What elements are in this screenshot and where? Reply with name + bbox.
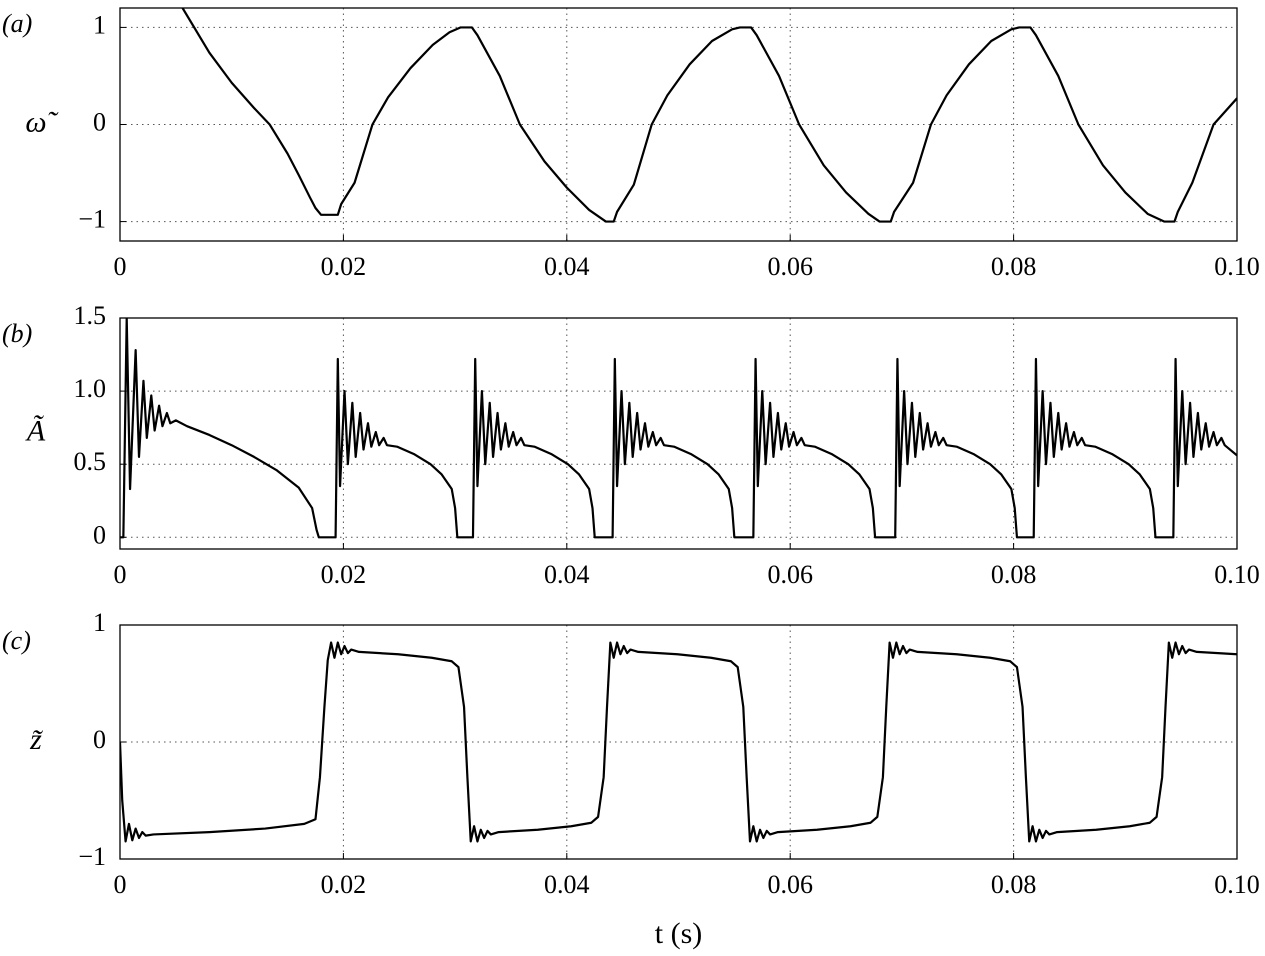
y-axis-label: ω̃ (25, 105, 58, 138)
y-tick-label: 1.0 (74, 374, 107, 403)
y-tick-label: 0 (93, 520, 106, 549)
x-tick-label: 0.04 (544, 252, 590, 281)
x-tick-label: 0.06 (767, 560, 813, 589)
x-tick-label: 0.04 (544, 870, 590, 899)
x-tick-label: 0.10 (1214, 252, 1260, 281)
y-tick-label: 0 (93, 107, 106, 136)
panel-label: (b) (2, 319, 32, 348)
data-line (120, 318, 1237, 539)
x-tick-label: 0.10 (1214, 560, 1260, 589)
x-tick-label: 0 (114, 560, 127, 589)
y-tick-label: 0 (93, 725, 106, 754)
y-axis-label: z̃ (29, 723, 43, 756)
x-tick-label: 0 (114, 252, 127, 281)
plot-frame (119, 7, 1238, 242)
x-tick-label: 0.02 (321, 870, 367, 899)
x-tick-label: 0.04 (544, 560, 590, 589)
x-tick-label: 0.02 (321, 560, 367, 589)
y-tick-label: 1 (93, 608, 106, 637)
data-line (120, 641, 1237, 843)
y-axis-label: Ã (25, 414, 46, 447)
x-tick-label: 0.06 (767, 870, 813, 899)
y-tick-label: −1 (78, 842, 106, 871)
data-line (181, 8, 1237, 223)
plot-frame (119, 624, 1238, 860)
x-tick-label: 0.08 (991, 870, 1037, 899)
x-tick-label: 0.02 (321, 252, 367, 281)
y-tick-label: 1.5 (74, 301, 107, 330)
y-tick-label: 0.5 (74, 447, 107, 476)
x-axis-label: t (s) (655, 917, 703, 950)
x-tick-label: 0.10 (1214, 870, 1260, 899)
x-tick-label: 0.06 (767, 252, 813, 281)
y-tick-label: 1 (93, 10, 106, 39)
x-tick-label: 0.08 (991, 252, 1037, 281)
panel-label: (c) (2, 626, 31, 655)
x-tick-label: 0 (114, 870, 127, 899)
plot-frame (119, 317, 1238, 550)
x-tick-label: 0.08 (991, 560, 1037, 589)
panel-label: (a) (2, 9, 32, 38)
y-tick-label: −1 (78, 205, 106, 234)
